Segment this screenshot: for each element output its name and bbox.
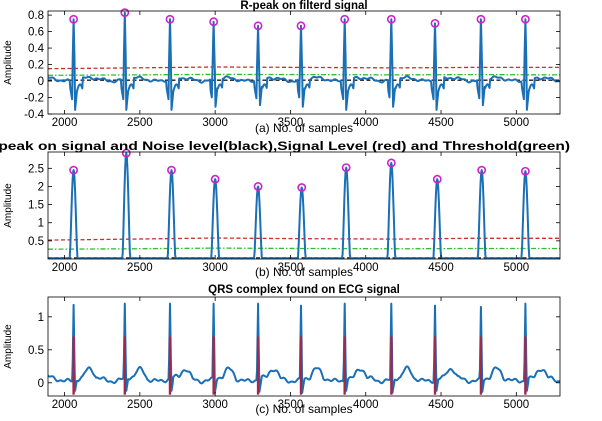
plot-area [48, 11, 560, 111]
r-peak-marker [165, 14, 175, 24]
y-tick-label: 0.8 [28, 10, 44, 22]
r-peak-marker [209, 17, 219, 27]
r-peak-marker [520, 14, 530, 24]
plot-area [48, 302, 560, 395]
y-tick-label: -0.2 [24, 93, 44, 105]
r-peak-marker [386, 14, 396, 24]
x-tick-label: 4000 [353, 117, 379, 129]
r-peak-marker [340, 14, 350, 24]
x-axis-label: (a) No. of samples [255, 121, 353, 135]
y-tick-label: 0.6 [28, 27, 44, 39]
r-peak-marker [296, 21, 306, 31]
y-tick-label: 0.4 [28, 43, 45, 55]
x-tick-label: 3500 [278, 262, 304, 274]
panel-0: 2000 2500 3000 3500 4000 4500 5000 -0.4 -0.2 0 0.2… [3, 0, 561, 135]
x-tick-label: 2000 [52, 399, 78, 411]
r-peak-marker [430, 18, 440, 28]
x-tick-label: 4000 [353, 399, 379, 411]
plot-area [48, 152, 560, 259]
r-peak-marker [477, 165, 487, 175]
r-peak-marker [167, 165, 176, 175]
r-peak-marker [253, 21, 263, 31]
r-peak-marker [341, 163, 351, 172]
x-tick-label: 4500 [428, 117, 454, 129]
x-tick-label: 4500 [428, 262, 454, 274]
signal-line [48, 152, 560, 259]
y-tick-label: 0.2 [28, 60, 44, 72]
y-tick-label: 1.5 [28, 200, 44, 212]
x-tick-label: 3000 [202, 399, 228, 411]
r-peak-marker [121, 148, 131, 158]
x-tick-label: 5000 [504, 399, 530, 411]
r-peak-marker [476, 14, 486, 24]
x-tick-label: 5000 [504, 262, 530, 274]
r-peak-marker [386, 158, 396, 168]
chart-title: R-peak on signal and Noise level(black),… [0, 141, 570, 153]
series-signal-level [48, 66, 560, 70]
y-axis-label: Amplitude [3, 183, 14, 228]
x-tick-label: 3000 [202, 117, 228, 129]
axes-box [47, 151, 561, 260]
r-peak-marker [120, 8, 130, 18]
y-tick-label: 2.5 [28, 163, 44, 175]
y-tick-label: 0 [38, 76, 44, 88]
x-tick-label: 4000 [353, 262, 379, 274]
panel-1: 2000 2500 3000 3500 4000 4500 5000 0.5 1 1.5 2 2.5 R… [0, 141, 570, 279]
panel-2: 2000 2500 3000 3500 4000 4500 5000 0 0.5 1 QRS com… [3, 284, 561, 416]
x-tick-label: 3500 [278, 399, 304, 411]
chart-title: QRS complex found on ECG signal [208, 284, 400, 296]
r-peak-marker [520, 166, 530, 176]
r-peak-marker [297, 183, 307, 192]
y-tick-label: 0.5 [28, 345, 44, 357]
series-threshold [48, 73, 560, 76]
x-tick-label: 3000 [202, 262, 228, 274]
x-axis-label: (b) No. of samples [255, 265, 353, 279]
y-tick-label: 0 [38, 378, 44, 390]
x-tick-label: 2500 [127, 117, 153, 129]
y-tick-label: 2 [38, 181, 44, 193]
x-tick-label: 2500 [127, 262, 153, 274]
r-peak-marker [69, 14, 78, 24]
series-signal-level [48, 237, 560, 241]
axes-box [47, 296, 561, 397]
axes-box [47, 10, 561, 115]
x-tick-label: 2000 [52, 262, 78, 274]
r-peak-marker [210, 174, 220, 184]
x-tick-label: 3500 [278, 117, 304, 129]
x-tick-label: 4500 [428, 399, 454, 411]
x-tick-label: 5000 [504, 117, 530, 129]
r-peak-marker [253, 182, 263, 191]
x-tick-label: 2500 [127, 399, 153, 411]
signal-line [48, 302, 560, 394]
r-peak-marker [69, 165, 78, 175]
signal-line [48, 11, 560, 111]
y-tick-label: 1 [38, 218, 44, 230]
y-tick-label: 0.5 [28, 236, 44, 248]
x-tick-label: 2000 [52, 117, 78, 129]
r-peak-marker [432, 174, 442, 184]
y-axis-label: Amplitude [3, 40, 14, 85]
y-tick-label: -0.4 [24, 109, 44, 121]
series-threshold [48, 247, 560, 250]
chart-title: R-peak on filterd signal [240, 0, 367, 12]
y-axis-label: Amplitude [3, 324, 14, 369]
y-tick-label: 1 [38, 312, 44, 324]
x-axis-label: (c) No. of samples [255, 402, 352, 416]
